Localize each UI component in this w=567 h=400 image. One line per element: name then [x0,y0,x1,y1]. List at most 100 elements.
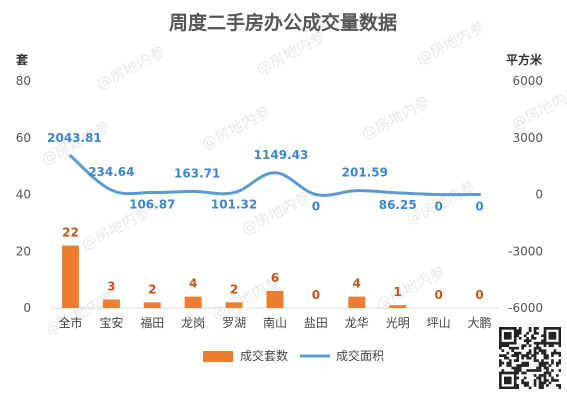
qr-module [543,376,547,380]
legend: 成交套数 成交面积 [203,348,384,363]
qr-module [546,371,549,375]
qr-module [511,354,515,357]
qr-module [511,346,515,350]
qr-module [513,366,517,370]
qr-module [556,327,559,330]
qr-module [499,361,502,365]
qr-module [521,364,524,367]
qr-module [548,336,552,340]
qr-module [541,349,544,352]
bar [389,305,407,308]
qr-module [556,341,559,345]
qr-module [506,386,510,390]
qr-module [533,346,537,350]
bar-data-labels: 22 3 2 4 2 6 0 4 1 0 0 [62,226,484,302]
qr-module [499,386,502,390]
qr-module [508,331,512,335]
qr-module [541,361,544,365]
qr-module [518,327,522,330]
qr-module [551,336,554,340]
qr-module [513,376,517,380]
qr-module [558,339,562,343]
right-tick-label: -6000 [508,301,543,315]
qr-module [511,327,515,330]
qr-module [516,351,520,355]
qr-module [558,359,562,362]
qr-module [558,331,562,335]
bar-value-label: 22 [62,226,79,240]
qr-module [508,336,512,340]
line-series [68,154,482,197]
qr-module [523,339,527,343]
qr-module [521,361,524,365]
bar-value-label: 1 [394,285,402,299]
line-value-label: 234.64 [88,165,134,179]
qr-module [551,331,554,335]
qr-module [556,384,559,387]
qr-module [533,329,537,333]
qr-module [548,364,552,367]
qr-module [511,386,515,390]
bar-value-label: 4 [353,277,361,291]
qr-module [499,364,502,367]
qr-module [499,339,502,343]
qr-module [516,371,520,375]
qr-module [556,374,559,377]
qr-module [513,327,517,330]
qr-module [513,351,517,355]
legend-bar-swatch [203,351,233,362]
qr-module [533,349,537,352]
qr-module [503,327,507,330]
line-value-label: 2043.81 [47,131,102,145]
qr-module [536,359,539,362]
bar [348,296,366,308]
qr-module [513,334,517,338]
qr-module [533,341,537,345]
qr-module [536,344,539,348]
qr-module [546,327,549,330]
qr-module [499,329,502,333]
qr-module [513,336,517,340]
category-labels: 全市 宝安 福田 龙岗 罗湖 南山 盐田 龙华 光明 坪山 大鹏 [58,315,491,330]
qr-module [499,371,502,375]
qr-module [503,336,507,340]
qr-module [501,344,505,348]
qr-module [546,379,549,382]
qr-module [523,334,527,338]
qr-module [516,369,520,372]
qr-module [556,361,559,365]
qr-module [516,359,520,362]
qr-module [521,354,524,357]
qr-module [508,359,512,362]
qr-module [526,364,529,367]
qr-module [508,341,512,345]
qr-module [541,359,544,362]
qr-module [543,336,547,340]
qr-module [511,371,515,375]
qr-module [513,369,517,372]
qr-module [508,386,512,390]
qr-module [508,361,512,365]
qr-module [501,327,505,330]
qr-module [526,369,529,372]
qr-module [546,341,549,345]
qr-module [526,384,529,387]
right-tick-label: 6000 [512,74,543,88]
qr-module [499,384,502,387]
qr-module [533,331,537,335]
qr-module [553,341,557,345]
qr-module [503,341,507,345]
qr-module [523,344,527,348]
qr-module [548,344,552,348]
qr-module [556,379,559,382]
qr-module [516,364,520,367]
qr-module [499,374,502,377]
qr-module [528,386,532,390]
qr-module [523,361,527,365]
qr-module [511,341,515,345]
qr-module [528,344,532,348]
qr-module [553,351,557,355]
qr-module [499,334,502,338]
qr-module [503,386,507,390]
